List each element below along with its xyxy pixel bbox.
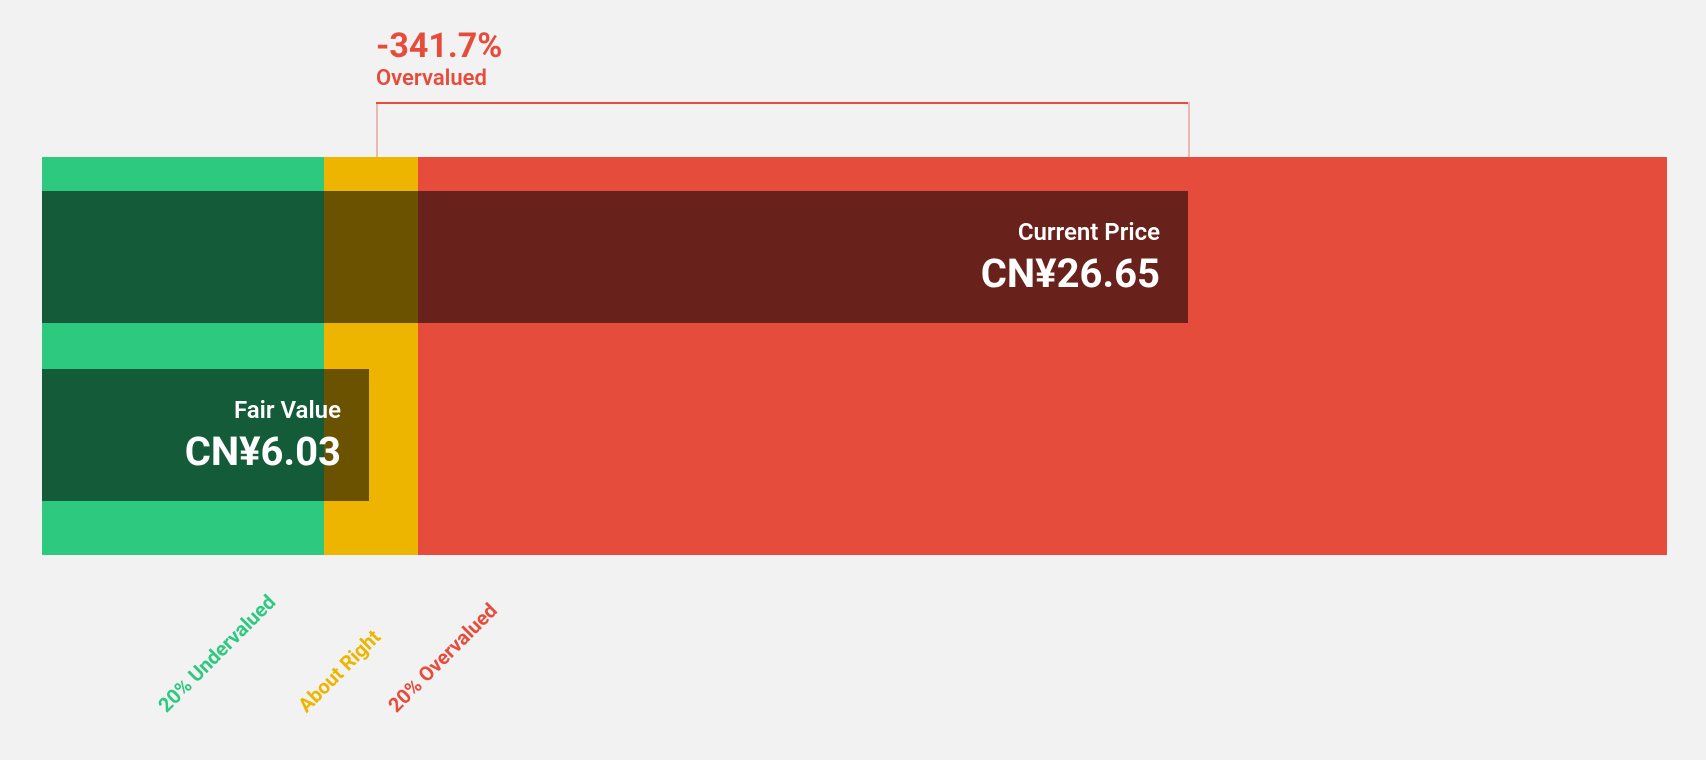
indicator-drop-left (376, 102, 378, 157)
indicator-drop-right (1188, 102, 1190, 157)
fair-value-bar: Fair Value CN¥6.03 (42, 369, 369, 501)
overvalued-annotation: -341.7% Overvalued (376, 26, 502, 91)
current-price-label: Current Price (981, 218, 1160, 246)
fair-value-label: Fair Value (185, 396, 341, 424)
legend-overvalued: 20% Overvalued (383, 598, 502, 717)
fair-value-chart: -341.7% Overvalued Current Price CN¥26.6… (0, 0, 1706, 760)
overvalued-status: Overvalued (376, 66, 502, 91)
legend-undervalued: 20% Undervalued (153, 590, 280, 717)
current-price-bar: Current Price CN¥26.65 (42, 191, 1188, 323)
legend-about-right: About Right (293, 625, 385, 717)
fair-value-value: CN¥6.03 (185, 428, 341, 475)
indicator-line (376, 102, 1188, 104)
current-price-value: CN¥26.65 (981, 250, 1160, 297)
overvalued-percent: -341.7% (376, 26, 502, 66)
